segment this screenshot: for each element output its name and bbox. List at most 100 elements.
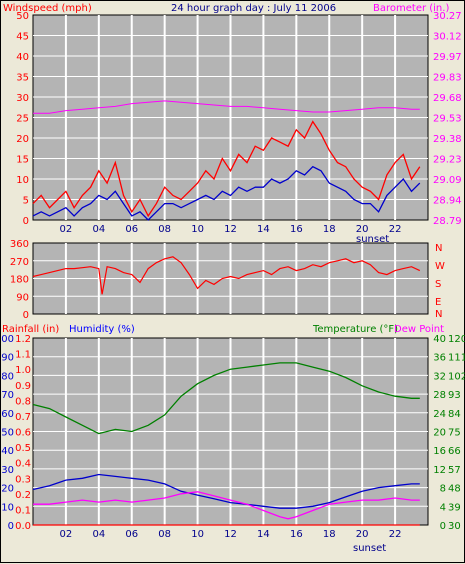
dir-label-s: S	[435, 279, 441, 290]
temp-f-tick-label: 93	[448, 390, 461, 401]
barometer-tick-label: 29.38	[433, 134, 462, 145]
series-wind-average	[32, 165, 421, 221]
direction-tick-label: 90	[16, 292, 29, 303]
sunset-label-bottom: sunset	[353, 543, 386, 554]
barometer-tick-label: 29.97	[433, 52, 462, 63]
series-dewpoint	[33, 491, 420, 520]
barometer-tick-label: 29.83	[433, 73, 462, 84]
direction-tick-label: 0	[23, 310, 29, 321]
humidity-tick-label: 50	[1, 428, 14, 439]
humidity-tick-label: 0	[8, 521, 14, 532]
wind-tick-label: 15	[16, 155, 29, 166]
barometer-tick-label: 29.09	[433, 175, 462, 186]
x-tick-label: 16	[290, 529, 303, 540]
humidity-tick-label: 90	[1, 353, 14, 364]
x-tick-label: 18	[323, 224, 336, 235]
data-series	[32, 100, 421, 526]
temperature-axis-title: Temperature (°F)	[312, 324, 398, 335]
wind-tick-label: 10	[16, 175, 29, 186]
humidity-axis-title: Humidity (%)	[69, 324, 135, 335]
temp-f-tick-label: 120	[448, 334, 465, 345]
rain-tick-label: 0.0	[15, 521, 31, 532]
x-tick-label: 08	[158, 224, 171, 235]
temp-c-tick-label: 0	[440, 521, 446, 532]
humidity-tick-label: 20	[1, 484, 14, 495]
temp-f-tick-label: 111	[448, 353, 465, 364]
rain-tick-label: 0.5	[15, 443, 31, 454]
temp-f-tick-label: 39	[448, 502, 461, 513]
temp-c-tick-label: 8	[440, 484, 446, 495]
wind-tick-label: 35	[16, 73, 29, 84]
series-humidity	[32, 473, 420, 509]
barometer-tick-label: 30.27	[433, 11, 462, 22]
wind-tick-label: 50	[16, 11, 29, 22]
temp-c-tick-label: 28	[433, 390, 446, 401]
rain-tick-label: 0.9	[15, 381, 31, 392]
humidity-tick-label: 10	[1, 502, 14, 513]
rainfall-axis-title: Rainfall (in)	[2, 324, 59, 335]
x-tick-label: 08	[158, 529, 171, 540]
barometer-tick-label: 28.94	[433, 196, 462, 207]
wind-axis-title: Windspeed (mph)	[3, 3, 92, 14]
rain-tick-label: 0.4	[15, 459, 31, 470]
x-tick-label: 22	[389, 529, 402, 540]
x-tick-label: 12	[224, 224, 237, 235]
barometer-axis-title: Barometer (in.)	[373, 3, 449, 14]
rain-tick-label: 0.7	[15, 412, 31, 423]
wind-tick-label: 25	[16, 114, 29, 125]
wind-tick-label: 20	[16, 134, 29, 145]
x-tick-label: 18	[323, 529, 336, 540]
graph-title: 24 hour graph day : July 11 2006	[171, 3, 336, 14]
humidity-tick-label: 100	[1, 334, 14, 345]
wind-tick-label: 5	[23, 196, 29, 207]
direction-tick-label: 180	[10, 275, 29, 286]
rain-tick-label: 0.2	[15, 490, 31, 501]
temp-c-tick-label: 36	[433, 353, 446, 364]
wind-tick-label: 40	[16, 52, 29, 63]
humidity-tick-label: 80	[1, 371, 14, 382]
x-tick-label: 02	[60, 224, 73, 235]
temp-f-tick-label: 75	[448, 428, 461, 439]
humidity-tick-label: 30	[1, 465, 14, 476]
temp-f-tick-label: 30	[448, 521, 461, 532]
gridlines	[33, 15, 428, 525]
temp-f-tick-label: 48	[448, 484, 461, 495]
rain-tick-label: 1.2	[15, 334, 31, 345]
barometer-tick-label: 29.23	[433, 155, 462, 166]
x-tick-label: 12	[224, 529, 237, 540]
dir-label-n2: N	[435, 309, 442, 320]
dir-label-e: E	[435, 297, 441, 308]
x-tick-label: 20	[356, 529, 369, 540]
barometer-tick-label: 29.53	[433, 114, 462, 125]
humidity-tick-label: 40	[1, 446, 14, 457]
temp-c-tick-label: 12	[433, 465, 446, 476]
direction-tick-label: 270	[10, 257, 29, 268]
temp-f-tick-label: 84	[448, 409, 461, 420]
sunset-label-top: sunset	[356, 234, 389, 245]
x-tick-label: 10	[191, 529, 204, 540]
x-tick-label: 04	[92, 224, 105, 235]
x-tick-label: 04	[92, 529, 105, 540]
x-tick-label: 14	[257, 224, 270, 235]
dir-label-w: W	[435, 261, 445, 272]
temp-c-tick-label: 4	[440, 502, 446, 513]
temp-c-tick-label: 20	[433, 428, 446, 439]
wind-tick-label: 30	[16, 93, 29, 104]
temp-c-tick-label: 16	[433, 446, 446, 457]
series-barometer	[33, 100, 420, 114]
temp-f-tick-label: 57	[448, 465, 461, 476]
barometer-tick-label: 30.12	[433, 32, 462, 43]
x-tick-label: 22	[389, 224, 402, 235]
x-tick-label: 20	[356, 224, 369, 235]
rain-tick-label: 1.0	[15, 365, 31, 376]
x-tick-label: 06	[125, 529, 138, 540]
wind-tick-label: 45	[16, 32, 29, 43]
temp-c-tick-label: 40	[433, 334, 446, 345]
direction-tick-label: 360	[10, 239, 29, 250]
barometer-tick-label: 29.68	[433, 93, 462, 104]
wind-tick-label: 0	[23, 216, 29, 227]
rain-tick-label: 1.1	[15, 350, 31, 361]
series-wind-direction	[32, 256, 421, 295]
